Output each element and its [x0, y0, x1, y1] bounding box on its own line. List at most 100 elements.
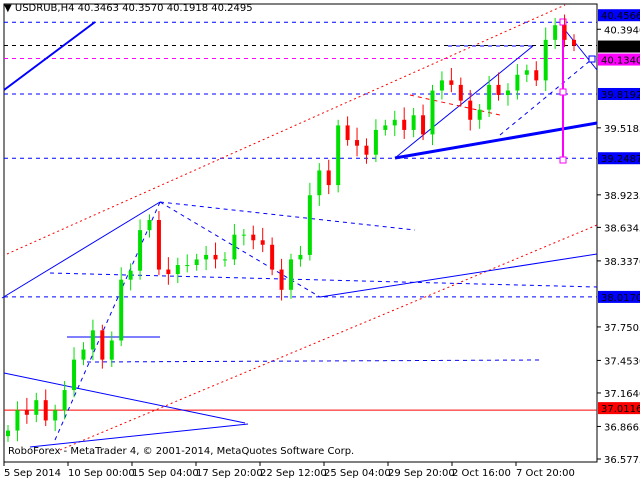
- x-tick-label: 7 Oct 20:00: [516, 468, 575, 479]
- price-level-labels: 40.4566 40.2495 40.1340 39.8192 39.2487 38.01…: [598, 9, 640, 415]
- trendlines: [1, 4, 598, 451]
- candle-body: [166, 269, 171, 275]
- y-tick-label: 38.9235: [604, 191, 640, 202]
- y-tick-label: 40.3940: [604, 25, 640, 36]
- trendline[interactable]: [159, 201, 321, 298]
- candle-body: [515, 74, 520, 91]
- candle-body: [572, 39, 576, 46]
- price-level-label: 38.0170: [601, 293, 640, 304]
- trendline[interactable]: [499, 54, 598, 136]
- price-level-badge: [598, 152, 640, 165]
- candle-body: [562, 25, 567, 40]
- y-tick-label: 39.5185: [604, 124, 640, 135]
- candle-body: [326, 170, 331, 186]
- price-level-label: 39.2487: [601, 154, 640, 165]
- price-level-badge: [598, 87, 640, 100]
- x-tick-label: 10 Sep 00:00: [68, 468, 135, 479]
- trendline[interactable]: [3, 372, 246, 424]
- candle-body: [487, 84, 492, 110]
- candle-body: [392, 119, 397, 126]
- candle-body: [34, 400, 39, 415]
- y-tick-label: 38.3370: [604, 257, 640, 268]
- price-level-label: 39.8192: [601, 90, 640, 101]
- trendline[interactable]: [159, 201, 416, 231]
- channel-upper-red[interactable]: [6, 4, 566, 255]
- anchor-marker: [588, 55, 596, 63]
- trendline[interactable]: [29, 423, 249, 448]
- ohlc-values: 40.3463 40.3570 40.1918 40.2495: [77, 3, 253, 14]
- candle-body: [119, 279, 124, 341]
- candle-body: [6, 430, 10, 437]
- y-axis: 40.3940 39.5185 38.9235 38.6345 38.3370 37.75…: [597, 25, 640, 466]
- candle-body: [543, 39, 548, 81]
- x-tick-label: 5 Sep 2014: [4, 468, 61, 479]
- candle-body: [449, 80, 454, 85]
- price-level-badge: [598, 402, 640, 415]
- candle-body: [62, 390, 67, 411]
- candle-body: [270, 244, 275, 270]
- candle-body: [355, 140, 360, 146]
- price-level-label: 40.1340: [601, 56, 640, 67]
- x-tick-label: 29 Sep 20:00: [388, 468, 455, 479]
- trendline[interactable]: [3, 21, 96, 91]
- candle-body: [222, 259, 227, 261]
- x-tick-label: 22 Sep 12:00: [260, 468, 327, 479]
- anchor-marker: [559, 156, 567, 164]
- candle-body: [383, 125, 388, 130]
- collapse-icon[interactable]: ▼: [4, 3, 12, 14]
- candle-body: [204, 254, 209, 260]
- candle-body: [109, 340, 114, 360]
- candle-body: [185, 265, 190, 267]
- candle-body: [553, 25, 558, 40]
- candle-body: [411, 115, 416, 130]
- candle-body: [156, 220, 161, 270]
- x-tick-label: 15 Sep 04:00: [132, 468, 199, 479]
- trendline[interactable]: [1, 201, 161, 299]
- candle-body: [15, 410, 20, 431]
- y-tick-label: 37.7505: [604, 323, 640, 334]
- candle-body: [524, 70, 529, 75]
- candle-body: [241, 234, 246, 236]
- candle-body: [505, 90, 510, 96]
- candle-body: [72, 359, 77, 391]
- channel-lower-red[interactable]: [59, 224, 598, 451]
- price-level-label: 40.2495: [601, 43, 640, 54]
- candle-body: [53, 410, 58, 421]
- candle-body: [194, 259, 199, 266]
- candle-body: [402, 119, 407, 130]
- candle-body: [43, 400, 48, 421]
- price-level-label: 37.0116: [601, 404, 640, 415]
- candle-body: [336, 125, 341, 186]
- candle-body: [477, 109, 482, 120]
- price-level-badge: [598, 9, 640, 22]
- candle-body: [24, 410, 29, 415]
- y-tick-label: 37.1640: [604, 389, 640, 400]
- candle-body: [430, 90, 435, 135]
- x-tick-label: 17 Sep 20:00: [196, 468, 263, 479]
- candle-body: [317, 170, 322, 196]
- trendline[interactable]: [394, 45, 534, 159]
- candle-body: [232, 234, 237, 260]
- candle-body: [279, 269, 284, 290]
- symbol-label: USDRUB,H4: [14, 3, 75, 14]
- candle-body: [251, 234, 256, 241]
- candle-body: [534, 70, 539, 81]
- candle-body: [81, 349, 86, 360]
- trendline[interactable]: [86, 359, 541, 363]
- trendline[interactable]: [49, 272, 598, 288]
- candle-body: [260, 240, 265, 245]
- candle-body: [213, 254, 218, 260]
- horizontal-levels: [4, 21, 597, 411]
- candle-body: [458, 84, 463, 101]
- candle-body: [364, 145, 369, 155]
- anchor-marker: [559, 88, 567, 96]
- trendline[interactable]: [564, 29, 598, 71]
- trendline[interactable]: [54, 201, 161, 441]
- y-tick-label: 38.6345: [604, 223, 640, 234]
- y-tick-label: 36.8665: [604, 422, 640, 433]
- trendline[interactable]: [319, 253, 598, 298]
- price-level-label: 40.4566: [601, 11, 640, 22]
